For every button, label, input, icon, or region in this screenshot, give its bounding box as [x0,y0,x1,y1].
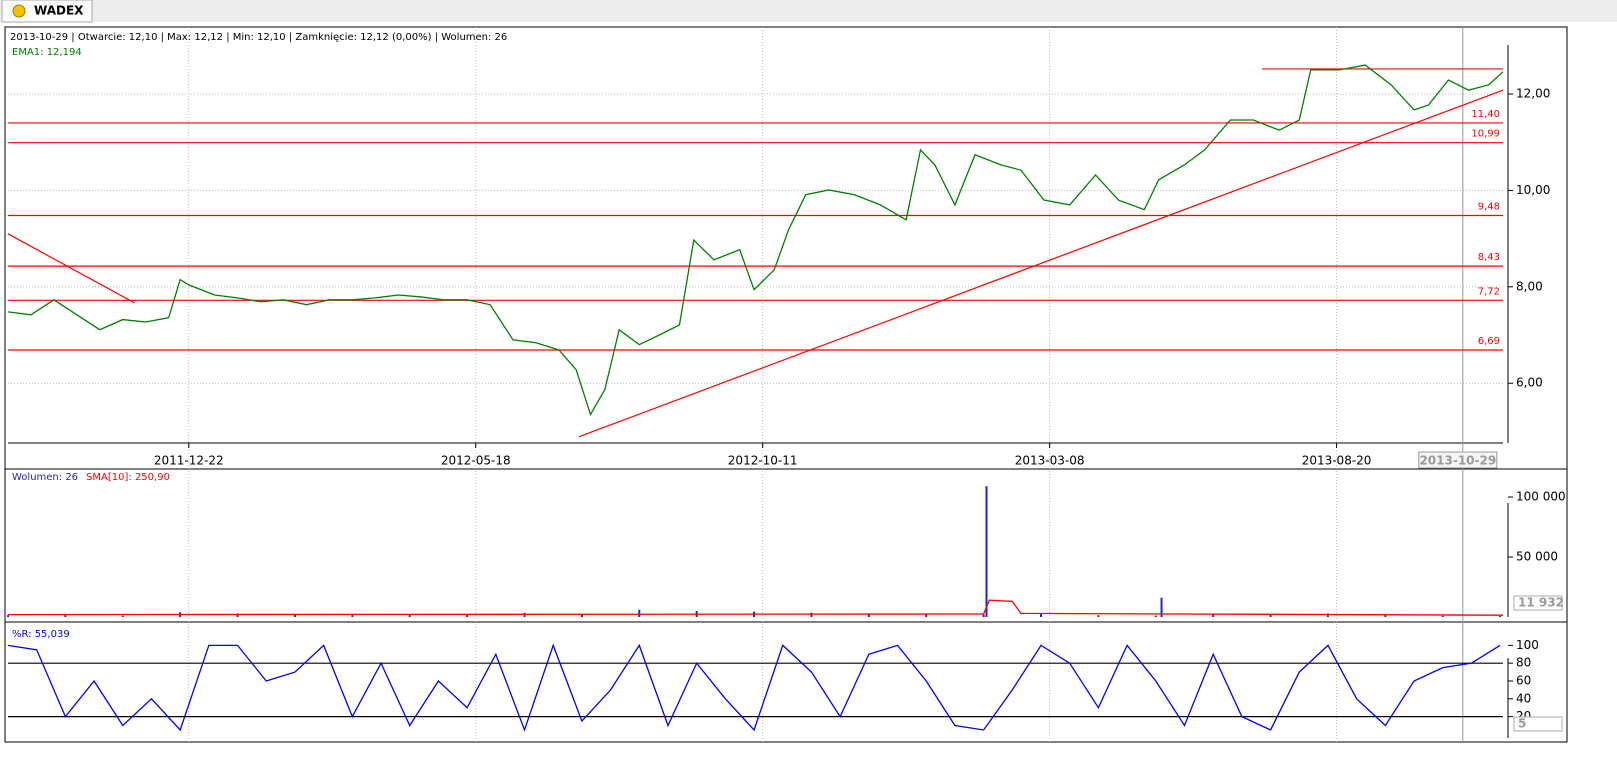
tab-bar [0,0,1617,22]
y-tick-label: 100 000 [1516,490,1566,504]
x-tick-label: 2013-08-20 [1302,454,1372,468]
x-tick-label: 2011-12-22 [154,454,224,468]
series-line [7,599,1504,616]
volume-bar [1499,616,1502,617]
last-value-label: 11 932 [1518,596,1564,610]
legend-entry: SMA[10]: 250,90 [86,472,170,483]
series-line [7,64,1504,417]
info-line: 2013-10-29 | Otwarcie: 12,10 | Max: 12,1… [10,32,507,43]
legend-entry: EMA1: 12,194 [12,47,82,58]
volume-bar [1097,615,1100,617]
level-label: 6,69 [1478,336,1500,347]
volume-bar [236,613,239,617]
cursor-box [1418,451,1498,469]
volume-bar [64,614,67,617]
volume-bar [638,609,641,617]
last-value-label: 5 [1518,717,1526,731]
level-label: 11,40 [1471,109,1500,120]
volume-bar [1154,615,1157,617]
y-tick-label: 40 [1516,691,1531,705]
x-tick-label: 2013-03-08 [1015,454,1085,468]
y-tick-label: 10,00 [1516,183,1550,197]
cursor-label: 2013-10-29 [1419,454,1496,468]
volume-bar [867,613,870,617]
chart-frame [4,26,1568,743]
volume-bar [580,614,583,617]
y-tick-label: 50 000 [1516,550,1558,564]
last-value-box [1513,716,1563,732]
y-tick-label: 100 [1516,638,1539,652]
level-label: 7,72 [1478,286,1500,297]
x-tick-label: 2012-10-11 [728,454,798,468]
legend-entry: Wolumen: 26 [12,472,78,483]
volume-bar [1269,614,1272,617]
trend-line [578,89,1504,438]
last-value-box [1513,595,1563,611]
level-label: 9,48 [1478,201,1500,212]
y-tick-label: 8,00 [1516,279,1543,293]
legend-entry: %R: 55,039 [12,629,70,640]
volume-bar [1326,613,1329,617]
volume-bar [7,615,9,617]
volume-bar [1384,615,1387,617]
y-tick-label: 60 [1516,673,1531,687]
series-line [7,643,1501,732]
level-label: 10,99 [1471,129,1500,140]
tab-title[interactable]: WADEX [34,4,84,18]
trend-line [7,233,135,304]
volume-bar [925,614,928,617]
volume-bar [293,614,296,617]
volume-bar [1160,597,1163,617]
volume-bar [1441,615,1444,617]
tab[interactable] [1,0,93,23]
level-label: 8,43 [1478,252,1500,263]
volume-bar [121,615,124,617]
volume-bar [408,614,411,617]
x-tick-label: 2012-05-18 [441,454,511,468]
volume-bar [810,612,813,617]
volume-bar [351,613,354,617]
volume-bar [466,614,469,617]
volume-bar [1212,614,1215,617]
volume-bar [982,614,985,617]
y-tick-label: 80 [1516,656,1531,670]
volume-bar [985,486,988,617]
y-tick-label: 12,00 [1516,87,1550,101]
volume-bar [1040,613,1043,617]
y-tick-label: 6,00 [1516,376,1543,390]
tab-icon [12,4,26,18]
